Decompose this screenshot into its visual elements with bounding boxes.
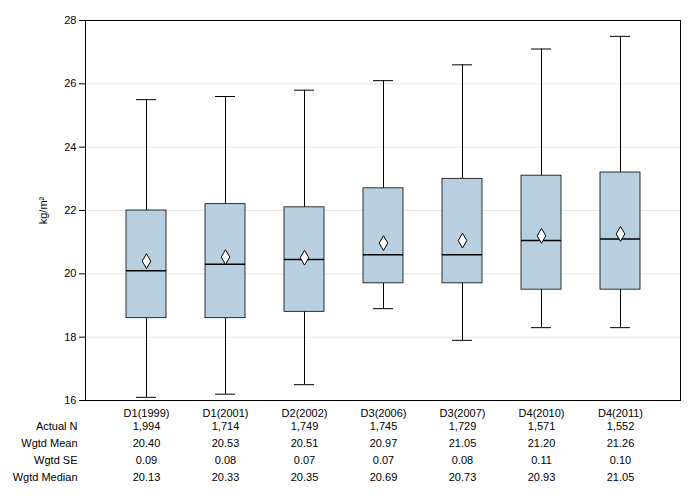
svg-text:20.33: 20.33 (212, 471, 240, 483)
svg-text:20.97: 20.97 (370, 437, 398, 449)
svg-text:20.13: 20.13 (133, 471, 161, 483)
svg-text:20.73: 20.73 (449, 471, 477, 483)
svg-text:D3(2007): D3(2007) (440, 407, 486, 419)
svg-text:D4(2010): D4(2010) (519, 407, 565, 419)
svg-text:20.69: 20.69 (370, 471, 398, 483)
svg-text:20.51: 20.51 (291, 437, 319, 449)
svg-text:Wgtd Median: Wgtd Median (13, 471, 78, 483)
svg-text:1,749: 1,749 (291, 420, 319, 432)
svg-text:20: 20 (64, 267, 76, 279)
svg-text:20.35: 20.35 (291, 471, 319, 483)
svg-text:24: 24 (64, 141, 76, 153)
svg-text:D3(2006): D3(2006) (361, 407, 407, 419)
svg-text:0.07: 0.07 (294, 454, 315, 466)
svg-text:0.07: 0.07 (373, 454, 394, 466)
svg-text:D2(2002): D2(2002) (282, 407, 328, 419)
svg-text:0.10: 0.10 (610, 454, 631, 466)
svg-text:21.05: 21.05 (449, 437, 477, 449)
svg-text:1,552: 1,552 (607, 420, 635, 432)
svg-text:21.20: 21.20 (528, 437, 556, 449)
svg-text:16: 16 (64, 394, 76, 406)
svg-text:Wgtd Mean: Wgtd Mean (21, 437, 77, 449)
svg-text:Wgtd SE: Wgtd SE (34, 454, 77, 466)
svg-text:kg/m²: kg/m² (37, 196, 49, 224)
svg-text:D4(2011): D4(2011) (598, 407, 643, 419)
svg-text:1,729: 1,729 (449, 420, 477, 432)
svg-text:0.11: 0.11 (531, 454, 552, 466)
svg-text:Actual N: Actual N (36, 420, 78, 432)
svg-text:20.93: 20.93 (528, 471, 556, 483)
svg-text:1,745: 1,745 (370, 420, 398, 432)
svg-text:0.09: 0.09 (136, 454, 157, 466)
svg-text:20.53: 20.53 (212, 437, 240, 449)
svg-text:1,571: 1,571 (528, 420, 556, 432)
svg-text:28: 28 (64, 14, 76, 26)
svg-text:0.08: 0.08 (452, 454, 473, 466)
svg-text:20.40: 20.40 (133, 437, 161, 449)
svg-text:26: 26 (64, 77, 76, 89)
svg-text:1,994: 1,994 (133, 420, 161, 432)
svg-text:D1(1999): D1(1999) (124, 407, 170, 419)
svg-text:18: 18 (64, 331, 76, 343)
svg-text:21.05: 21.05 (607, 471, 635, 483)
svg-text:0.08: 0.08 (215, 454, 236, 466)
svg-text:D1(2001): D1(2001) (203, 407, 249, 419)
svg-text:22: 22 (64, 204, 76, 216)
svg-text:21.26: 21.26 (607, 437, 635, 449)
svg-text:1,714: 1,714 (212, 420, 240, 432)
